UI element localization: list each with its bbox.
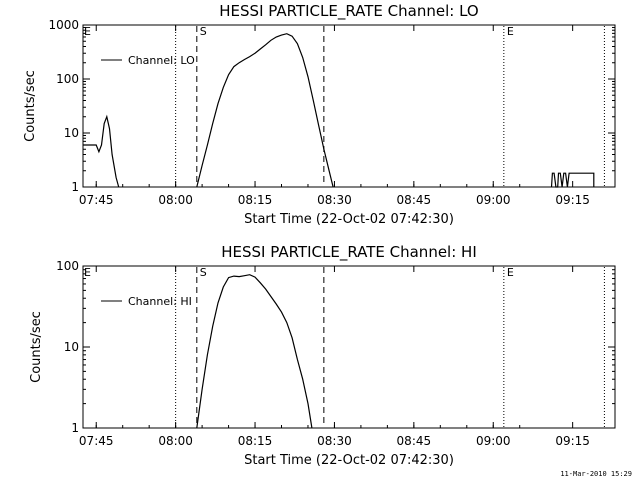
y-tick-label: 1 xyxy=(71,421,79,435)
event-marker-label: E xyxy=(507,25,514,38)
y-tick-label: 10 xyxy=(64,126,79,140)
x-tick-label: 08:30 xyxy=(317,434,352,448)
y-axis-label: Counts/sec xyxy=(23,70,38,142)
event-marker-label: S xyxy=(200,25,207,38)
y-tick-label: 1 xyxy=(71,180,79,194)
x-tick-label: 08:30 xyxy=(317,193,352,207)
x-tick-label: 08:00 xyxy=(158,193,193,207)
chart-title: HESSI PARTICLE_RATE Channel: LO xyxy=(219,2,478,21)
x-axis-label: Start Time (22-Oct-02 07:42:30) xyxy=(244,453,454,468)
corner-label: E xyxy=(84,266,91,279)
plot-frame xyxy=(82,24,616,188)
legend-label: Channel: LO xyxy=(128,54,195,67)
timestamp: 11-Mar-2010 15:29 xyxy=(560,470,632,478)
x-tick-label: 07:45 xyxy=(79,434,114,448)
event-marker-label: S xyxy=(200,266,207,279)
series-line xyxy=(550,172,595,188)
series-line xyxy=(83,114,120,188)
y-tick-label: 100 xyxy=(56,259,79,273)
x-tick-label: 08:00 xyxy=(158,434,193,448)
plot-frame xyxy=(82,265,616,429)
y-tick-label: 10 xyxy=(64,340,79,354)
series-line xyxy=(196,33,334,188)
chart-title: HESSI PARTICLE_RATE Channel: HI xyxy=(221,243,477,262)
event-marker-label: E xyxy=(507,266,514,279)
x-tick-label: 07:45 xyxy=(79,193,114,207)
x-tick-label: 08:45 xyxy=(397,193,432,207)
x-tick-label: 09:00 xyxy=(476,434,511,448)
x-tick-label: 09:15 xyxy=(555,434,590,448)
x-tick-label: 08:45 xyxy=(397,434,432,448)
y-tick-label: 1000 xyxy=(48,18,79,32)
y-axis-label: Counts/sec xyxy=(29,311,44,383)
x-tick-label: 09:15 xyxy=(555,193,590,207)
x-axis-label: Start Time (22-Oct-02 07:42:30) xyxy=(244,212,454,227)
x-tick-label: 08:15 xyxy=(238,434,273,448)
legend-label: Channel: HI xyxy=(128,295,192,308)
x-tick-label: 08:15 xyxy=(238,193,273,207)
y-tick-label: 100 xyxy=(56,72,79,86)
x-tick-label: 09:00 xyxy=(476,193,511,207)
series-line xyxy=(196,274,313,429)
corner-label: E xyxy=(84,25,91,38)
